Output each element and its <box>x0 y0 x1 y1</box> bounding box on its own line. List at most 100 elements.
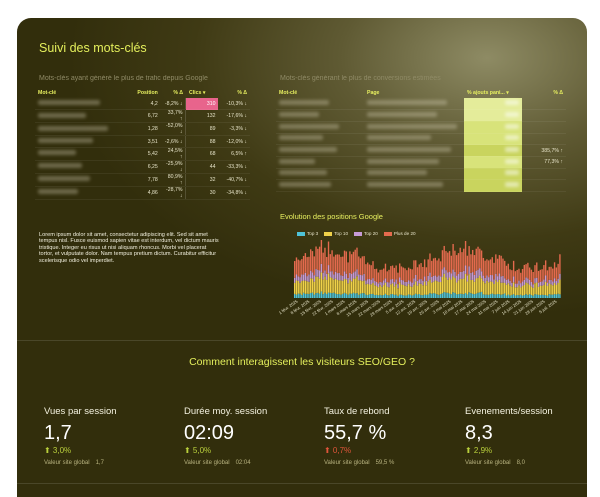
chart-bar-segment <box>306 257 308 277</box>
table-row[interactable]: 3,51 -2,6% ↓ 88 -12,0% ↓ <box>35 135 250 148</box>
chart-bar-segment <box>447 279 449 293</box>
col-position[interactable]: Position <box>137 89 158 96</box>
chart-bar-segment <box>302 292 305 298</box>
chart-bar-segment <box>448 271 451 278</box>
chart-bar-segment <box>388 269 390 283</box>
chart-bar-segment <box>361 256 364 276</box>
legend-item[interactable]: Top 3 <box>297 231 318 236</box>
chart-bar-segment <box>427 281 429 295</box>
chart-bar-segment <box>345 293 347 298</box>
chart-bar-segment <box>324 270 326 277</box>
table-row[interactable]: 7,78 80,9% ↑ 32 -40,7% ↓ <box>35 173 250 187</box>
table-row[interactable] <box>276 179 566 192</box>
col-clics[interactable]: Clics ▾ <box>188 89 206 96</box>
chart-bar-segment <box>375 286 378 295</box>
chart-bar-segment <box>340 280 342 295</box>
chart-bar-segment <box>423 259 426 277</box>
table-row[interactable] <box>276 98 566 111</box>
chart-bar-segment <box>488 277 490 283</box>
chart-bar-segment <box>320 240 323 264</box>
chart-bar-segment <box>520 272 522 284</box>
chart-bar-segment <box>318 246 321 271</box>
table-row[interactable]: 4,2 -8,2% ↓ 310 -10,3% ↓ <box>35 98 250 111</box>
table-row[interactable]: 6,25 -25,9% ↓ 44 -33,3% ↓ <box>35 160 250 174</box>
table-row[interactable]: 1,28 -52,0% ↓ 89 -3,3% ↓ <box>35 122 250 137</box>
chart-bar-segment <box>439 294 442 298</box>
chart-bar-segment <box>443 273 445 293</box>
chart-bar-segment <box>384 293 387 298</box>
chart-bar-segment <box>402 284 404 296</box>
chart-bar-segment <box>491 275 493 282</box>
chart-bar-segment <box>514 295 517 298</box>
chart-bar-segment <box>377 283 380 288</box>
col-clics-delta[interactable]: % Δ <box>237 89 247 96</box>
chart-bar-segment <box>520 294 522 298</box>
col-page[interactable]: Page <box>367 89 380 96</box>
chart-bar-segment <box>308 256 310 275</box>
chart-bar-segment <box>532 295 534 298</box>
kpi-delta: ⬆ 2,9% <box>465 446 493 455</box>
table-row[interactable]: 5,42 24,5% ↑ 68 6,5% ↑ <box>35 147 250 161</box>
position-cell: 5,42 <box>127 147 161 161</box>
cart-pct-cell <box>464 144 522 157</box>
chart-bar-segment <box>464 241 467 266</box>
cart-delta-cell <box>522 98 566 111</box>
cart-delta-cell <box>522 168 566 181</box>
chart-bar-segment <box>370 284 372 295</box>
chart-bar-segment <box>528 284 531 295</box>
table-row[interactable]: 4,86 -28,7% ↓ 30 -34,8% ↓ <box>35 186 250 200</box>
chart-bar-segment <box>512 276 515 283</box>
col-keyword[interactable]: Mot-clé <box>279 89 298 96</box>
chart-bar-segment <box>317 248 319 270</box>
chart-bar-segment <box>345 279 347 294</box>
table-row[interactable] <box>276 109 566 122</box>
chart-bar-segment <box>304 272 307 281</box>
chart-bar-segment <box>516 287 518 295</box>
col-position-delta[interactable]: % Δ <box>173 89 183 96</box>
chart-bar-segment <box>441 293 444 298</box>
table-row[interactable]: 385,7% ↑ <box>276 144 566 157</box>
clics-cell: 44 <box>185 160 219 174</box>
chart-bar-segment <box>400 266 403 281</box>
col-cart-delta[interactable]: % Δ <box>553 89 563 96</box>
table-row[interactable] <box>276 121 566 134</box>
report-card: Suivi des mots-clés Mots-clés ayant géné… <box>17 18 587 497</box>
chart-bar-segment <box>500 255 502 277</box>
chart-bar-segment <box>399 282 401 295</box>
chart-bar-segment <box>507 263 509 280</box>
conversion-keywords-table: Mot-clé Page % ajouts pani... ▾ % Δ 385,… <box>276 87 566 192</box>
col-cart-pct[interactable]: % ajouts pani... ▾ <box>467 89 509 96</box>
chart-bar-segment <box>439 261 442 277</box>
chart-bar-segment <box>484 294 486 298</box>
chart-bar-segment <box>299 282 301 294</box>
chart-bar-segment <box>534 294 536 298</box>
table-row[interactable]: 77,3% ↑ <box>276 156 566 169</box>
chart-bar-segment <box>464 265 467 274</box>
legend-item[interactable]: Top 20 <box>354 231 378 236</box>
chart-bar-segment <box>329 254 331 272</box>
chart-bar-segment <box>352 278 355 293</box>
chart-bar-segment <box>306 293 308 298</box>
chart-bar-segment <box>511 270 513 283</box>
chart-bar-segment <box>482 294 485 298</box>
chart-bar-segment <box>295 257 298 275</box>
chart-bar-segment <box>463 270 465 279</box>
chart-bar-segment <box>391 294 394 298</box>
chart-bar-segment <box>525 294 527 298</box>
chart-bar-segment <box>472 293 474 298</box>
chart-bar-segment <box>347 283 349 295</box>
chart-bar-segment <box>543 279 545 285</box>
chart-bar-segment <box>527 295 529 298</box>
chart-bar-segment <box>548 279 550 284</box>
table-row[interactable]: 6,72 33,7% ↑ 132 -17,6% ↓ <box>35 109 250 124</box>
page-cell <box>364 144 464 157</box>
legend-item[interactable]: Plus de 20 <box>383 231 416 236</box>
chart-bar-segment <box>520 287 522 295</box>
chart-bar-segment <box>512 294 515 298</box>
col-keyword[interactable]: Mot-clé <box>38 89 57 96</box>
legend-item[interactable]: Top 10 <box>324 231 348 236</box>
table-row[interactable] <box>276 133 566 146</box>
table-row[interactable] <box>276 168 566 181</box>
chart-bar-segment <box>370 265 372 280</box>
chart-bar-segment <box>550 284 552 295</box>
